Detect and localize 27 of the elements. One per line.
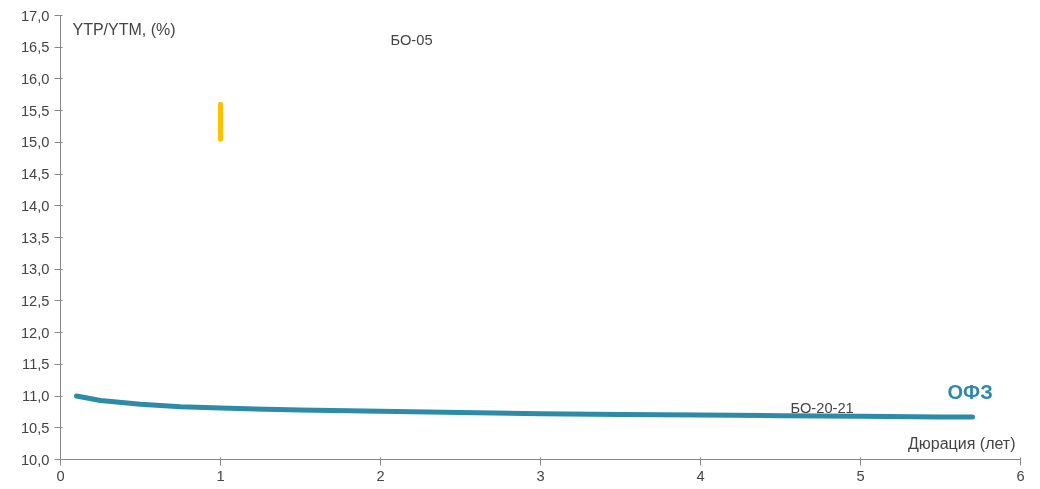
y-axis-title: YTP/YTM, (%) bbox=[72, 21, 176, 38]
y-tick-label: 17,0 bbox=[20, 7, 50, 24]
y-tick-label: 15,0 bbox=[20, 134, 50, 151]
annotation: БО-20-21 bbox=[790, 399, 854, 416]
y-tick-label: 16,5 bbox=[20, 39, 50, 56]
y-tick-label: 12,5 bbox=[20, 292, 50, 309]
y-tick-label: 15,5 bbox=[20, 102, 50, 119]
y-tick-label: 13,0 bbox=[20, 261, 50, 278]
y-tick-label: 10,0 bbox=[20, 451, 50, 468]
y-tick-label: 11,5 bbox=[22, 356, 50, 373]
x-axis-title: Дюрация (лет) bbox=[907, 434, 1016, 452]
x-tick-label: 5 bbox=[856, 467, 865, 484]
y-tick-label: 14,0 bbox=[20, 197, 50, 214]
x-tick-label: 1 bbox=[216, 467, 225, 484]
y-tick-label: 16,0 bbox=[20, 70, 50, 87]
y-tick-label: 14,5 bbox=[20, 166, 50, 183]
x-tick-label: 4 bbox=[696, 467, 705, 484]
x-tick-label: 0 bbox=[56, 467, 65, 484]
y-tick-label: 10,5 bbox=[20, 419, 50, 436]
y-tick-label: 11,0 bbox=[22, 388, 50, 405]
series-label: ОФЗ bbox=[947, 381, 993, 403]
y-tick-label: 12,0 bbox=[20, 324, 50, 341]
x-tick-label: 6 bbox=[1016, 467, 1025, 484]
x-tick-label: 3 bbox=[536, 467, 545, 484]
y-tick-label: 13,5 bbox=[20, 229, 50, 246]
annotation: БО-05 bbox=[390, 31, 433, 48]
x-tick-label: 2 bbox=[376, 467, 385, 484]
